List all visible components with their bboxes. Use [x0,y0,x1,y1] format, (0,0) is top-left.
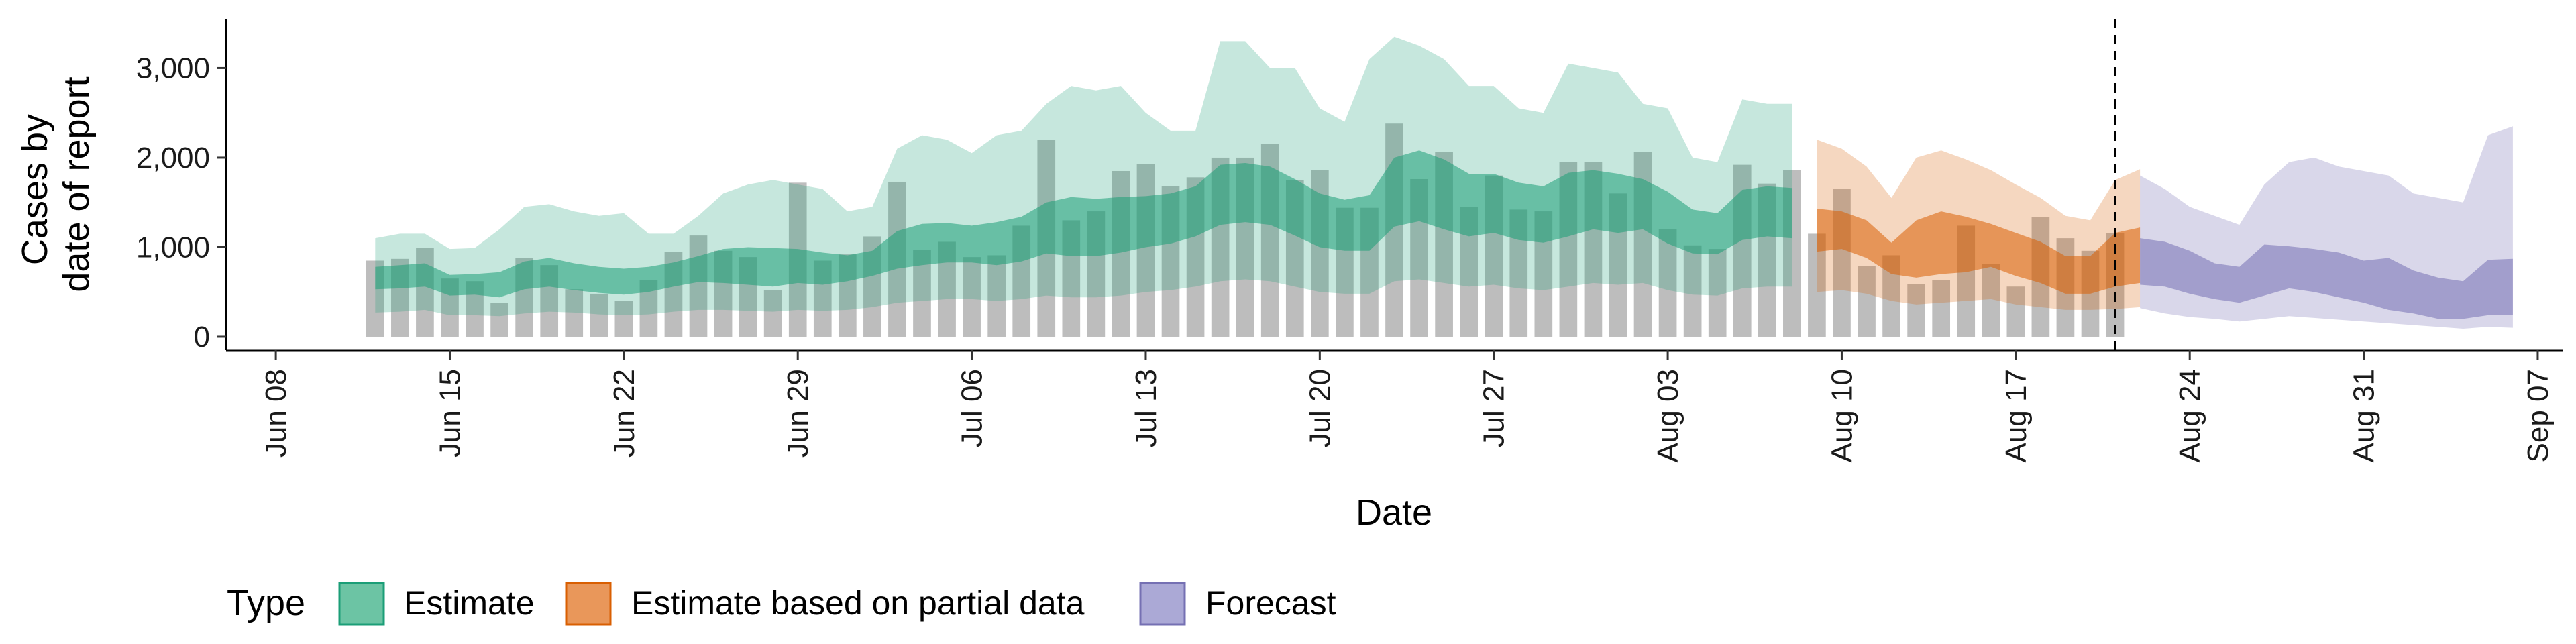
case-bar [1658,229,1677,337]
case-bar [590,293,608,337]
legend: Type Estimate Estimate based on partial … [227,582,1336,626]
x-tick-label: Aug 17 [2000,369,2033,462]
case-bar [1683,245,1702,337]
legend-label-forecast: Forecast [1205,584,1336,622]
case-bar [1982,264,2000,337]
y-axis-title: Cases by date of report [15,76,97,292]
x-tick-label: Jul 06 [956,369,989,447]
x-tick-label: Jul 27 [1478,369,1511,447]
case-bar [987,255,1006,337]
legend-key-forecast [1139,582,1186,626]
forecast-inner-band [2140,238,2513,319]
y-tick-label: 0 [194,321,210,354]
x-tick-label: Aug 31 [2348,369,2381,462]
y-axis-title-line-2: date of report [56,76,97,292]
case-bar [614,301,633,337]
x-tick-label: Aug 10 [1825,369,1858,462]
plot-area [366,19,2513,350]
x-tick-label: Sep 07 [2522,369,2555,462]
x-tick-label: Jun 29 [782,369,814,458]
legend-title: Type [227,583,305,623]
case-bar [1136,164,1155,337]
x-axis-title: Date [1356,492,1432,533]
case-bar [2006,286,2025,337]
y-tick-label: 1,000 [136,231,210,264]
x-tick-label: Jul 13 [1130,369,1163,447]
case-bar [689,235,708,337]
x-tick-label: Jul 20 [1303,369,1336,447]
legend-label-partial: Estimate based on partial data [631,584,1085,622]
y-ticks: 0 1,000 2,000 3,000 [136,52,226,354]
x-ticks: Jun 08 Jun 15 Jun 22 Jun 29 Jul 06 Jul 13 Jul … [260,350,2555,462]
x-tick-label: Aug 03 [1652,369,1684,462]
case-bar [490,303,508,337]
case-bar [963,257,981,337]
case-bar [565,289,584,337]
case-bar [416,248,434,337]
estimate-based-on-partial-data-inner-band [1817,209,2141,294]
case-bar [1907,284,1925,337]
legend-key-estimate [338,582,385,626]
estimate-outer-band [375,36,1792,317]
y-tick-label: 2,000 [136,142,210,174]
case-bar [1932,280,1951,337]
axes: 0 1,000 2,000 3,000 Jun 08 Jun 15 Jun 22 Jun 2… [15,19,2563,533]
case-bar [1708,249,1727,337]
x-tick-label: Aug 24 [2174,369,2206,462]
y-axis-title-line-1: Cases by [15,114,55,265]
x-tick-label: Jun 08 [260,369,292,458]
x-tick-label: Jun 15 [433,369,466,458]
legend-key-partial [565,582,612,626]
y-tick-label: 3,000 [136,52,210,85]
legend-label-estimate: Estimate [404,584,535,622]
case-bar [1858,266,1876,337]
case-bar [763,290,782,337]
estimate-inner-band [375,150,1792,298]
x-tick-label: Jun 22 [608,369,641,458]
